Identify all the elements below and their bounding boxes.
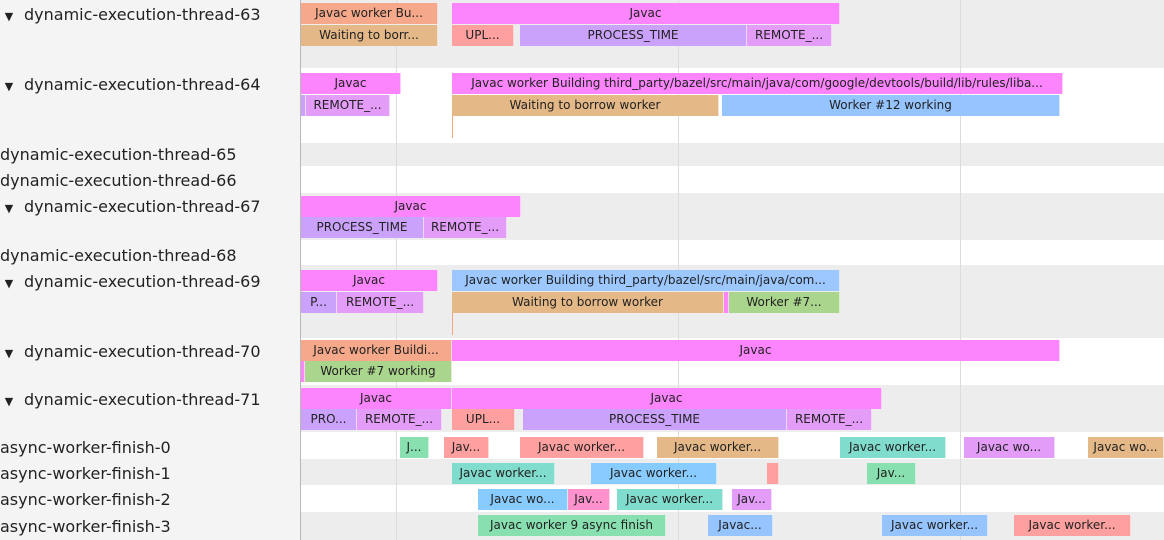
track-label[interactable]: dynamic-execution-thread-66 (0, 171, 237, 191)
trace-slice[interactable]: Javac worker... (840, 437, 946, 458)
trace-slice[interactable]: Waiting to borrow worker (452, 292, 724, 313)
track-name: dynamic-execution-thread-71 (24, 390, 261, 409)
expand-triangle-icon[interactable]: ▼ (4, 10, 14, 23)
trace-slice[interactable]: REMOTE_... (747, 25, 832, 46)
trace-slice[interactable]: Jav... (867, 463, 916, 484)
trace-slice[interactable]: Javac wo... (478, 489, 568, 510)
track-name: dynamic-execution-thread-66 (0, 171, 237, 190)
timeline-area[interactable]: Javac worker Bu... Javac Waiting to borr..… (301, 0, 1164, 540)
expand-triangle-icon[interactable]: ▼ (4, 80, 14, 93)
trace-slice[interactable]: Waiting to borr... (301, 25, 438, 46)
trace-slice[interactable]: Javac worker... (657, 437, 779, 458)
trace-slice[interactable]: UPL... (452, 25, 514, 46)
track-label[interactable]: ▼ dynamic-execution-thread-64 (0, 75, 261, 97)
trace-slice[interactable]: Javac (452, 388, 882, 409)
trace-slice[interactable] (301, 361, 305, 382)
trace-slice[interactable]: Javac worker... (452, 463, 555, 484)
track-label[interactable]: async-worker-finish-2 (0, 490, 171, 510)
track-name: dynamic-execution-thread-69 (24, 272, 261, 291)
trace-slice[interactable]: REMOTE_... (424, 217, 507, 238)
trace-slice[interactable]: Waiting to borrow worker (452, 95, 719, 116)
trace-slice[interactable]: Javac worker 9 async finish (478, 515, 666, 536)
track-name: async-worker-finish-0 (0, 438, 171, 457)
trace-slice[interactable] (301, 95, 306, 116)
trace-slice[interactable]: Javac wo... (1088, 437, 1164, 458)
trace-slice[interactable]: Javac... (708, 515, 773, 536)
track-label[interactable]: ▼ dynamic-execution-thread-71 (0, 390, 261, 412)
trace-slice[interactable]: Javac worker... (1014, 515, 1131, 536)
trace-slice[interactable]: REMOTE_... (306, 95, 390, 116)
trace-slice[interactable]: PROCESS_TIME (520, 25, 747, 46)
expand-triangle-icon[interactable]: ▼ (4, 202, 14, 215)
trace-slice[interactable] (767, 463, 779, 484)
trace-slice[interactable]: Javac worker Buildi... (301, 340, 452, 361)
track-name: dynamic-execution-thread-64 (24, 75, 261, 94)
trace-slice[interactable]: REMOTE_... (337, 292, 424, 313)
trace-slice[interactable]: J... (400, 437, 429, 458)
track-name: dynamic-execution-thread-67 (24, 197, 261, 216)
trace-slice[interactable]: Javac worker Building third_party/bazel/… (452, 73, 1063, 94)
track-name: dynamic-execution-thread-70 (24, 342, 261, 361)
trace-slice[interactable]: UPL... (452, 409, 515, 430)
track-band (301, 166, 1164, 193)
track-name: async-worker-finish-2 (0, 490, 171, 509)
trace-slice[interactable]: Javac worker... (882, 515, 988, 536)
trace-slice[interactable]: Javac worker... (520, 437, 644, 458)
trace-slice[interactable]: Javac (301, 196, 521, 217)
trace-slice[interactable]: Javac (301, 388, 452, 409)
expand-triangle-icon[interactable]: ▼ (4, 277, 14, 290)
track-label[interactable]: ▼ dynamic-execution-thread-69 (0, 272, 261, 294)
track-label[interactable]: ▼ dynamic-execution-thread-63 (0, 5, 261, 27)
expand-triangle-icon[interactable]: ▼ (4, 395, 14, 408)
track-name: dynamic-execution-thread-63 (24, 5, 261, 24)
flow-marker (452, 313, 453, 335)
expand-triangle-icon[interactable]: ▼ (4, 347, 14, 360)
trace-slice[interactable]: Javac (452, 340, 1060, 361)
track-label[interactable]: async-worker-finish-1 (0, 464, 171, 484)
trace-slice[interactable]: Javac worker... (617, 489, 723, 510)
trace-slice[interactable]: PROCESS_TIME (523, 409, 787, 430)
track-name: dynamic-execution-thread-68 (0, 246, 237, 265)
trace-slice[interactable]: PROCESS_TIME (301, 217, 424, 238)
trace-slice[interactable]: PRO... (301, 409, 357, 430)
trace-slice[interactable]: Jav... (568, 489, 610, 510)
trace-slice[interactable] (724, 292, 729, 313)
trace-slice[interactable]: REMOTE_... (357, 409, 442, 430)
track-labels-panel: ▼ dynamic-execution-thread-63 ▼ dynamic-exe… (0, 0, 301, 540)
trace-slice[interactable]: Javac (301, 270, 438, 291)
track-name: async-worker-finish-3 (0, 517, 171, 536)
track-band (301, 143, 1164, 166)
trace-slice[interactable]: Worker #7 working (305, 361, 452, 382)
flow-marker (452, 116, 453, 138)
track-label[interactable]: ▼ dynamic-execution-thread-67 (0, 197, 261, 219)
trace-slice[interactable]: Javac wo... (964, 437, 1055, 458)
track-label[interactable]: async-worker-finish-3 (0, 517, 171, 537)
trace-slice[interactable]: Javac worker Building third_party/bazel/… (452, 270, 840, 291)
grid-line (960, 0, 961, 540)
track-label[interactable]: async-worker-finish-0 (0, 438, 171, 458)
trace-slice[interactable]: Worker #12 working (722, 95, 1060, 116)
trace-slice[interactable]: Javac (452, 3, 840, 24)
trace-slice[interactable]: P... (301, 292, 337, 313)
trace-slice[interactable]: Jav... (732, 489, 772, 510)
trace-slice[interactable]: Worker #7... (729, 292, 840, 313)
track-label[interactable]: ▼ dynamic-execution-thread-70 (0, 342, 261, 364)
track-band (301, 459, 1164, 485)
trace-slice[interactable]: Javac (301, 73, 401, 94)
track-band (301, 240, 1164, 265)
trace-slice[interactable]: Jav... (444, 437, 489, 458)
trace-slice[interactable]: Javac worker Bu... (301, 3, 438, 24)
track-name: dynamic-execution-thread-65 (0, 145, 237, 164)
track-label[interactable]: dynamic-execution-thread-68 (0, 246, 237, 266)
trace-slice[interactable]: Javac worker... (591, 463, 717, 484)
track-name: async-worker-finish-1 (0, 464, 171, 483)
track-label[interactable]: dynamic-execution-thread-65 (0, 145, 237, 165)
trace-slice[interactable]: REMOTE_... (787, 409, 872, 430)
